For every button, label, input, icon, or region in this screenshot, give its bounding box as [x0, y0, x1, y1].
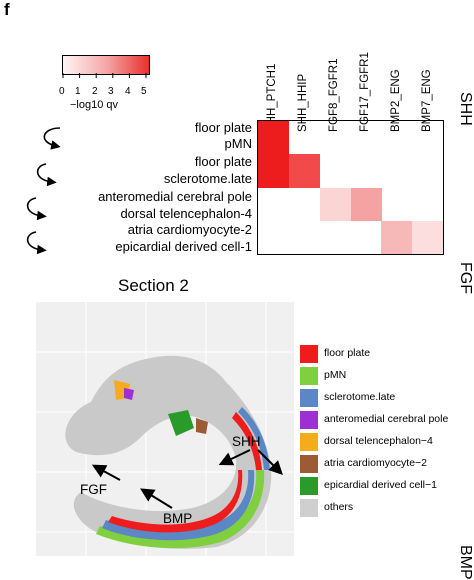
colorbar-ticks-marks — [62, 73, 147, 78]
row-label: dorsal telencephalon-4 — [120, 206, 252, 221]
side-label-shh: SHH — [457, 92, 474, 126]
heatmap-cell — [319, 204, 351, 222]
heatmap-cell — [381, 237, 413, 255]
legend-label: epicardial derived cell−1 — [324, 479, 437, 491]
row-label: atria cardiomyocyte-2 — [127, 222, 252, 237]
heatmap-cell — [258, 121, 289, 138]
annotation-shh: SHH — [232, 434, 261, 449]
heatmap-grid — [257, 120, 444, 255]
heatmap-cell — [350, 187, 382, 205]
legend-label: floor plate — [324, 347, 371, 359]
legend-label: atria cardiomyocyte−2 — [324, 457, 428, 469]
colorbar-tick: 5 — [141, 86, 147, 97]
arrow-shh-left — [218, 449, 251, 466]
colorbar — [62, 55, 150, 75]
heatmap-cell — [258, 154, 289, 172]
side-label-fgf: FGF — [457, 262, 474, 294]
colorbar-tick: 2 — [92, 86, 98, 97]
colorbar-tick-labels: 0 1 2 3 4 5 — [58, 86, 154, 98]
legend-label: sclerotome.late — [324, 391, 396, 403]
heatmap-cell — [350, 204, 382, 222]
legend-swatch — [300, 499, 318, 517]
heatmap-cell — [288, 154, 320, 172]
side-label-bmp: BMP — [457, 545, 474, 580]
legend-label: anteromedial cerebral pole — [324, 413, 449, 425]
arrow-bmp — [140, 488, 173, 509]
heatmap-cell — [288, 170, 320, 188]
legend-swatch — [300, 367, 318, 385]
heatmap-cell — [258, 170, 289, 188]
pair-arrows — [26, 127, 61, 255]
arrow-shh-right — [257, 449, 283, 475]
legend-swatch — [300, 455, 318, 473]
legend-swatch — [300, 433, 318, 451]
section-title: Section 2 — [118, 276, 189, 295]
legend-swatch — [300, 389, 318, 407]
row-label: floor plate — [194, 154, 252, 169]
row-label: anteromedial cerebral pole — [98, 189, 252, 204]
colorbar-tick: 3 — [108, 86, 114, 97]
heatmap-cell — [319, 187, 351, 205]
colorbar-tick: 0 — [59, 86, 65, 97]
heatmap-cell — [412, 220, 444, 238]
legend: floor plate pMN sclerotome.late anterome… — [300, 345, 474, 525]
colorbar-tick: 4 — [125, 86, 131, 97]
annotation-arrows — [91, 449, 283, 509]
heatmap-cell — [381, 220, 413, 238]
row-label: pMN — [224, 136, 252, 151]
legend-label: dorsal telencephalon−4 — [324, 435, 433, 447]
legend-label: pMN — [324, 369, 347, 381]
curved-arrow — [26, 197, 47, 221]
curved-arrow — [43, 127, 61, 150]
annotation-fgf: FGF — [80, 482, 107, 497]
legend-swatch — [300, 411, 318, 429]
curved-arrow — [26, 231, 47, 255]
spatial-map — [36, 302, 294, 556]
legend-swatch — [300, 477, 318, 495]
curved-arrow — [36, 163, 57, 187]
annotation-bmp: BMP — [163, 511, 193, 526]
legend-label: others — [324, 501, 354, 513]
heatmap-cell — [412, 237, 444, 255]
row-label: epicardial derived cell-1 — [115, 239, 252, 254]
colorbar-label: −log10 qv — [70, 99, 119, 111]
row-label: sclerotome.late — [163, 171, 252, 186]
heatmap-cell — [258, 137, 289, 155]
colorbar-tick: 1 — [75, 86, 81, 97]
arrow-fgf — [91, 464, 121, 481]
panel-letter: f — [4, 0, 10, 19]
legend-swatch — [300, 345, 318, 363]
row-label: floor plate — [194, 120, 252, 135]
